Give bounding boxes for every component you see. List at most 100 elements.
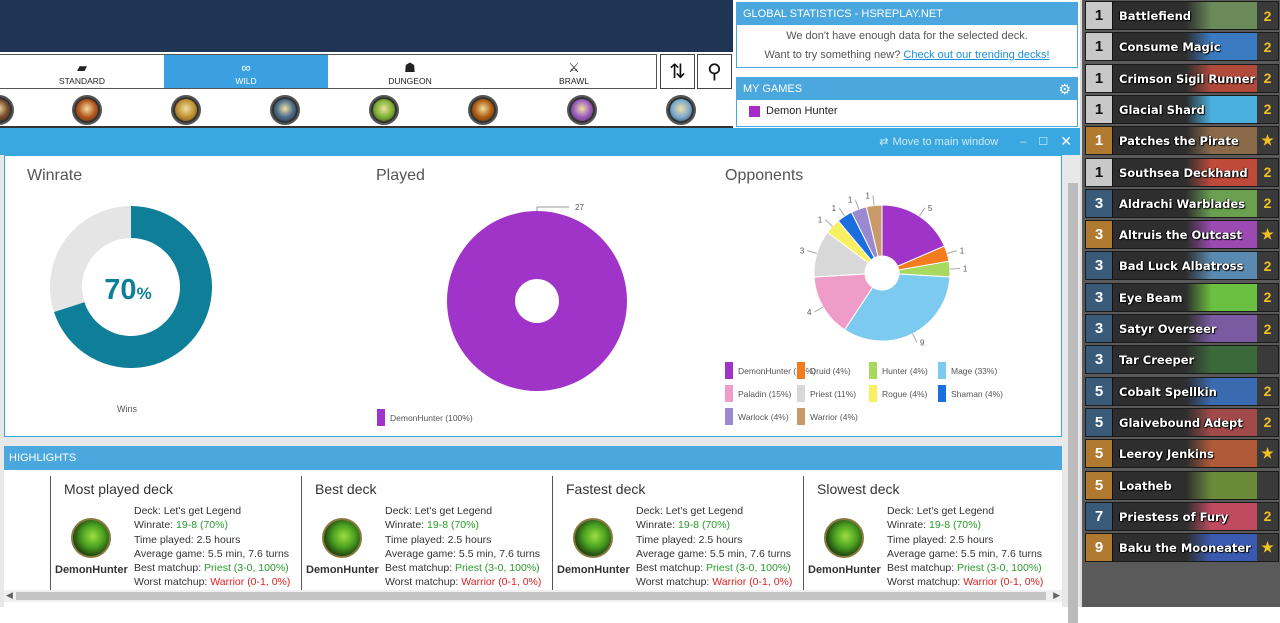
opponent-slice <box>865 204 883 258</box>
scrollbar-thumb[interactable] <box>16 592 1046 600</box>
deck-name: Deck: Let's get Legend <box>134 505 242 517</box>
maximize-icon[interactable]: ☐ <box>1038 136 1049 148</box>
deck-card-row[interactable]: 1 Consume Magic 2 <box>1085 32 1279 62</box>
deck-card-row[interactable]: 5 Glaivebound Adept 2 <box>1085 407 1279 437</box>
deck-card-row[interactable]: 1 Southsea Deckhand 2 <box>1085 157 1279 187</box>
highlight-card[interactable]: Slowest deck DemonHunter Deck: Let's get L… <box>803 476 1053 591</box>
card-name: Patches the Pirate <box>1119 134 1239 149</box>
my-games-panel: MY GAMES ⚙ Demon Hunter <box>736 77 1078 127</box>
card-name: Leeroy Jenkins <box>1119 447 1214 462</box>
deck-card-row[interactable]: 5 Leeroy Jenkins ★ <box>1085 439 1279 469</box>
class-icon[interactable] <box>567 95 597 125</box>
vertical-scrollbar[interactable] <box>1066 155 1080 623</box>
opponent-legend-swatch <box>725 408 733 425</box>
card-cost: 5 <box>1086 471 1113 499</box>
card-art <box>1186 221 1259 249</box>
gear-icon[interactable]: ⚙ <box>1058 81 1071 97</box>
deck-card-row[interactable]: 9 Baku the Mooneater ★ <box>1085 533 1279 563</box>
opponent-value-label: 1 <box>960 247 965 256</box>
card-name: Altruis the Outcast <box>1119 228 1242 243</box>
average-game: Average game: 5.5 min, 7.6 turns <box>887 547 1043 560</box>
standard-icon: ▰ <box>77 60 87 75</box>
move-to-main-window-button[interactable]: ⇄ Move to main window <box>879 135 999 149</box>
opponent-label-line <box>838 207 846 217</box>
deck-card-row[interactable]: 3 Eye Beam 2 <box>1085 282 1279 312</box>
deck-card-row[interactable]: 3 Tar Creeper <box>1085 345 1279 375</box>
card-name: Southsea Deckhand <box>1119 165 1248 180</box>
opponent-legend-label: Shaman (4%) <box>951 389 1003 399</box>
card-art <box>1186 2 1259 29</box>
trending-decks-link[interactable]: Check out our trending decks! <box>903 49 1050 61</box>
card-cost: 3 <box>1086 221 1113 249</box>
best-matchup-label: Best matchup: <box>636 562 707 575</box>
class-icon[interactable] <box>666 95 696 125</box>
highlight-card[interactable]: Fastest deck DemonHunter Deck: Let's get L… <box>552 476 802 591</box>
card-cost: 1 <box>1086 2 1113 29</box>
class-icon[interactable] <box>0 95 14 125</box>
suggestion-line: Want to try something new? Check out our… <box>737 48 1077 63</box>
deck-card-row[interactable]: 1 Glacial Shard 2 <box>1085 94 1279 124</box>
class-icon[interactable] <box>468 95 498 125</box>
class-avatar <box>824 518 864 558</box>
deck-card-row[interactable]: 7 Priestess of Fury 2 <box>1085 501 1279 531</box>
card-art <box>1186 440 1259 468</box>
opponent-legend-label: Mage (33%) <box>951 366 997 376</box>
opponent-legend-swatch <box>797 385 805 402</box>
close-icon[interactable]: ✕ <box>1060 133 1072 149</box>
opponent-legend-label: Priest (11%) <box>810 389 856 399</box>
winrate-label: Winrate: <box>887 519 930 532</box>
charts-panel: Winrate Played Opponents 70% Wins 27 DemonH… <box>4 155 1062 437</box>
card-name: Loatheb <box>1119 478 1172 493</box>
deck-card-row[interactable]: 5 Cobalt Spellkin 2 <box>1085 376 1279 406</box>
class-icon[interactable] <box>270 95 300 125</box>
scrollbar-thumb[interactable] <box>1068 183 1078 623</box>
card-name: Baku the Mooneater <box>1119 541 1251 556</box>
class-icon[interactable] <box>72 95 102 125</box>
search-button[interactable]: ⚲ <box>697 54 732 89</box>
card-cost: 5 <box>1086 408 1113 436</box>
wild-icon: ∞ <box>241 60 251 75</box>
list-item[interactable]: Demon Hunter <box>737 105 1077 117</box>
tab-wild[interactable]: ∞ WILD <box>164 55 328 88</box>
worst-matchup-label: Worst matchup: <box>134 576 211 589</box>
winrate-value: 19-8 (70%) <box>427 519 479 532</box>
winrate-number: 70 <box>104 274 136 306</box>
deck-card-row[interactable]: 3 Satyr Overseer 2 <box>1085 314 1279 343</box>
card-cost: 3 <box>1086 283 1113 311</box>
deck-card-row[interactable]: 3 Altruis the Outcast ★ <box>1085 220 1279 250</box>
deck-card-row[interactable]: 3 Aldrachi Warblades 2 <box>1085 188 1279 218</box>
highlight-card[interactable]: Best deck DemonHunter Deck: Let's get Lege… <box>301 476 551 591</box>
opponent-label-line <box>814 306 824 313</box>
deck-card-row[interactable]: 1 Battlefiend 2 <box>1085 1 1279 30</box>
winrate-percent-sign: % <box>137 284 152 303</box>
tab-brawl[interactable]: ⚔ BRAWL <box>492 55 656 88</box>
legendary-star-icon: ★ <box>1257 221 1278 249</box>
highlight-card[interactable]: Most played deck DemonHunter Deck: Let's g… <box>50 476 300 591</box>
best-matchup-value: Priest (3-0, 100%) <box>706 562 791 575</box>
opponent-value-label: 3 <box>800 247 805 256</box>
deck-card-row[interactable]: 5 Loatheb <box>1085 470 1279 500</box>
tab-standard[interactable]: ▰ STANDARD <box>0 55 164 88</box>
deck-card-row[interactable]: 3 Bad Luck Albatross 2 <box>1085 251 1279 281</box>
winrate-line: Winrate: 19-8 (70%) <box>134 518 290 532</box>
horizontal-scrollbar[interactable]: ◀ ▶ <box>4 590 1062 602</box>
move-label: Move to main window <box>892 135 999 148</box>
winrate-value: 19-8 (70%) <box>929 519 981 532</box>
class-icon[interactable] <box>171 95 201 125</box>
scroll-right-icon[interactable]: ▶ <box>1053 590 1060 600</box>
minimize-icon[interactable]: ‒ <box>1020 135 1027 148</box>
deck-tracker-list: 1 Battlefiend 2 1 Consume Magic 2 1 Crimson Sig… <box>1080 0 1280 607</box>
deck-card-row[interactable]: 1 Patches the Pirate ★ <box>1085 126 1279 156</box>
tab-dungeon[interactable]: ☗ DUNGEON <box>328 55 492 88</box>
scroll-left-icon[interactable]: ◀ <box>6 590 13 600</box>
deck-card-row[interactable]: 1 Crimson Sigil Runner 2 <box>1085 63 1279 93</box>
highlight-title: Best deck <box>315 481 377 497</box>
class-icon[interactable] <box>369 95 399 125</box>
legendary-star-icon: ★ <box>1257 127 1278 155</box>
card-count: 2 <box>1257 252 1278 280</box>
sort-button[interactable]: ⇅ <box>660 54 695 89</box>
card-count: 2 <box>1257 315 1278 342</box>
best-matchup-label: Best matchup: <box>134 562 205 575</box>
tab-label: WILD <box>235 76 257 86</box>
